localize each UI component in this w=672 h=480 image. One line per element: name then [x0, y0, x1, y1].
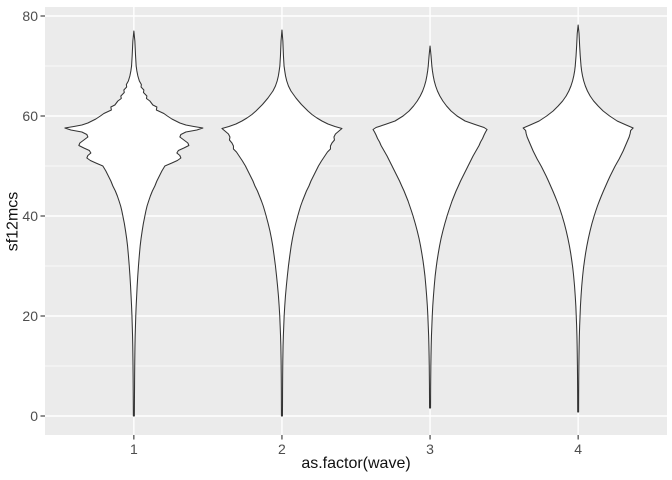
x-axis-title: as.factor(wave)	[301, 455, 411, 472]
x-tick-label: 2	[278, 441, 286, 457]
violin-wave-3	[372, 45, 488, 409]
violin-wave-1	[64, 30, 204, 417]
y-axis-title: sf12mcs	[4, 191, 22, 252]
y-tick-label: 60	[22, 108, 38, 124]
x-tick-label: 4	[574, 441, 582, 457]
y-tick-label: 20	[22, 308, 38, 324]
y-tick-label: 40	[22, 208, 38, 224]
y-tick-label: 0	[30, 408, 38, 424]
y-tick-label: 80	[22, 8, 38, 24]
x-tick-label: 3	[426, 441, 434, 457]
x-tick-label: 1	[130, 441, 138, 457]
violin-wave-2	[221, 29, 343, 417]
violin-wave-4	[522, 24, 634, 413]
